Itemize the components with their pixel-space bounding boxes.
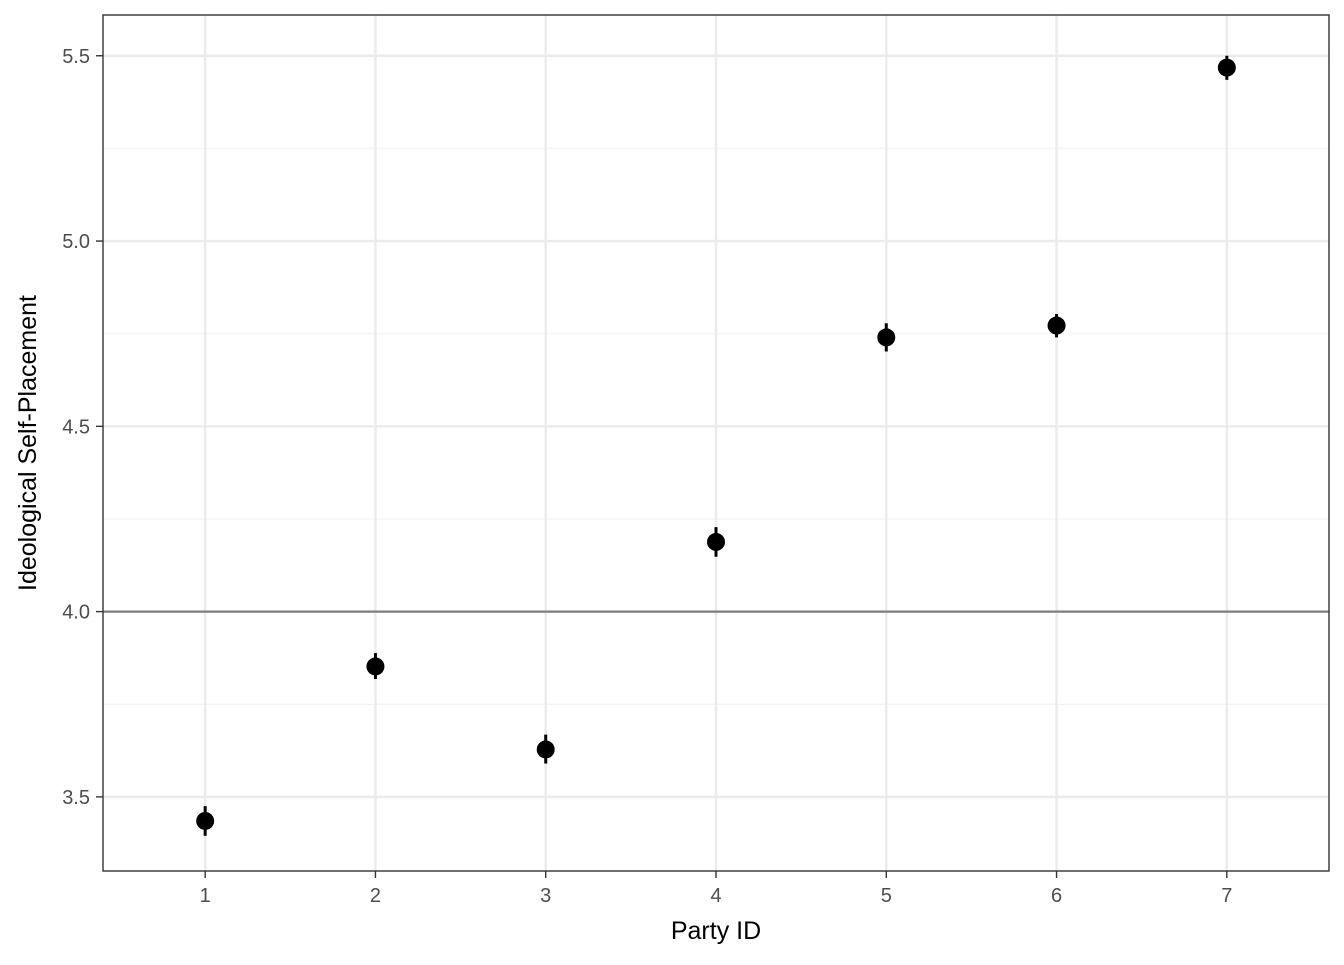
x-tick-label: 7 [1221,885,1232,907]
data-point [196,811,215,830]
data-point [707,532,725,551]
x-tick-label: 4 [710,885,721,907]
y-axis-title: Ideological Self-Placement [14,295,42,591]
y-axis: 3.5 4.0 4.5 5.0 5.5 [62,46,103,809]
y-tick-label: 5.0 [62,231,90,253]
data-point [1217,58,1236,77]
x-tick-label: 3 [540,885,551,907]
y-tick-label: 3.5 [62,787,90,809]
data-point [877,328,896,347]
x-tick-label: 1 [200,885,211,907]
x-axis: 1 2 3 4 5 6 7 [200,871,1232,907]
x-tick-label: 5 [881,885,892,907]
y-tick-label: 4.5 [62,416,90,438]
x-tick-label: 2 [370,885,381,907]
data-point [1047,316,1066,335]
x-tick-label: 6 [1051,885,1062,907]
y-tick-label: 5.5 [62,46,90,68]
grid-layer [103,15,1329,871]
data-point [536,740,555,759]
y-tick-label: 4.0 [62,602,90,624]
data-point [366,657,385,676]
data-layer [196,55,1236,836]
x-axis-title: Party ID [671,917,761,945]
